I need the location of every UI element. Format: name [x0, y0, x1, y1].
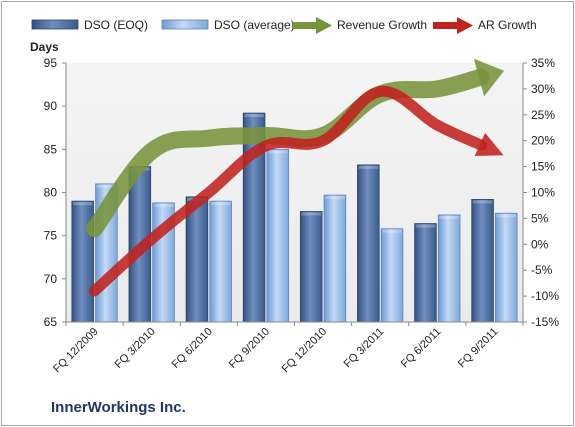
- y2-tick-label-5: -5%: [531, 263, 553, 277]
- bar-bevel-dso-average-0: [96, 184, 117, 188]
- y2-tick-label-15: -15%: [531, 315, 559, 329]
- y-axis-title: Days: [30, 40, 59, 54]
- legend-swatch-revenue-growth: [292, 22, 318, 29]
- bar-dso-average-fq-3-2011: [380, 228, 404, 323]
- legend-arrow-revenue-growth: [316, 17, 332, 34]
- bar-dso-eoq-fq-3-2011: [357, 164, 380, 323]
- y2-tick-label-0: 0%: [531, 237, 549, 251]
- bar-bevel-dso-average-3: [267, 150, 288, 154]
- legend-swatch-ar-growth: [433, 22, 459, 29]
- y2-tick-label-10: -10%: [531, 289, 559, 303]
- legend-swatch-dso-average: [161, 19, 209, 30]
- bar-bevel-dso-eoq-5: [358, 165, 379, 169]
- bar-dso-average-fq-9-2011: [495, 212, 518, 323]
- company-name: InnerWorkings Inc.: [51, 399, 186, 416]
- y-tick-label-70: 70: [44, 272, 58, 286]
- bar-dso-eoq-fq-9-2011: [471, 199, 494, 323]
- bar-bevel-dso-average-7: [496, 214, 517, 218]
- ar-growth-arrowhead: [474, 132, 504, 156]
- x-tick-label-fq-3-2010: FQ 3/2010: [113, 326, 158, 371]
- bar-dso-eoq-fq-12-2009: [71, 200, 94, 323]
- y-tick-label-90: 90: [44, 99, 58, 113]
- x-tick-label-fq-9-2011: FQ 9/2011: [456, 326, 501, 371]
- y2-tick-label-5: 5%: [531, 211, 549, 225]
- y2-tick-label-15: 15%: [531, 160, 555, 174]
- bar-bevel-dso-average-2: [210, 202, 231, 206]
- revenue-growth-arrowhead: [473, 58, 505, 97]
- y-tick-label-65: 65: [44, 315, 58, 329]
- bar-bevel-dso-average-4: [325, 196, 345, 200]
- x-tick-label-fq-6-2010: FQ 6/2010: [170, 326, 215, 371]
- legend-arrow-ar-growth: [457, 17, 473, 34]
- bar-bevel-dso-eoq-3: [244, 114, 264, 118]
- legend-label-dso-eoq: DSO (EOQ): [84, 18, 148, 32]
- bar-bevel-dso-eoq-6: [415, 224, 436, 228]
- y2-tick-label-30: 30%: [531, 82, 555, 96]
- y-tick-label-95: 95: [44, 56, 58, 70]
- bar-bevel-dso-eoq-0: [72, 202, 93, 206]
- bar-bevel-dso-average-1: [153, 203, 174, 207]
- bar-bevel-dso-average-6: [439, 215, 460, 219]
- bar-dso-average-fq-12-2010: [323, 194, 347, 323]
- x-tick-label-fq-12-2010: FQ 12/2010: [280, 326, 330, 376]
- legend-swatch-dso-eoq: [31, 19, 79, 30]
- y-tick-label-75: 75: [44, 229, 58, 243]
- legend-label-dso-average: DSO (average): [214, 18, 295, 32]
- legend-label-revenue-growth: Revenue Growth: [337, 18, 427, 32]
- x-tick-label-fq-3-2011: FQ 3/2011: [342, 326, 387, 371]
- y2-tick-label-35: 35%: [531, 56, 555, 70]
- y2-tick-label-25: 25%: [531, 108, 555, 122]
- y-tick-label-85: 85: [44, 142, 58, 156]
- bar-dso-average-fq-6-2010: [209, 200, 232, 323]
- bar-dso-eoq-fq-6-2010: [185, 196, 209, 323]
- y-tick-label-80: 80: [44, 186, 58, 200]
- bar-dso-average-fq-9-2010: [266, 148, 290, 323]
- bar-bevel-dso-eoq-4: [301, 212, 322, 216]
- y2-tick-label-10: 10%: [531, 186, 555, 200]
- x-tick-label-fq-9-2010: FQ 9/2010: [227, 326, 272, 371]
- x-tick-label-fq-12-2009: FQ 12/2009: [51, 326, 101, 376]
- y2-tick-label-20: 20%: [531, 134, 555, 148]
- legend-label-ar-growth: AR Growth: [478, 18, 537, 32]
- bar-dso-average-fq-6-2011: [437, 214, 461, 323]
- x-tick-label-fq-6-2011: FQ 6/2011: [399, 326, 444, 371]
- ar-growth-line: [89, 85, 488, 297]
- bar-dso-eoq-fq-12-2010: [299, 211, 323, 323]
- bar-bevel-dso-eoq-7: [472, 200, 493, 204]
- bar-dso-eoq-fq-6-2011: [414, 223, 437, 323]
- bar-bevel-dso-average-5: [382, 229, 402, 233]
